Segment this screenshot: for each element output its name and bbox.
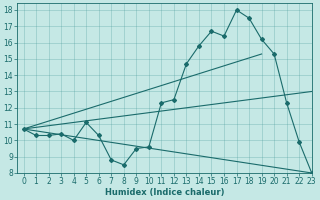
X-axis label: Humidex (Indice chaleur): Humidex (Indice chaleur)	[105, 188, 224, 197]
